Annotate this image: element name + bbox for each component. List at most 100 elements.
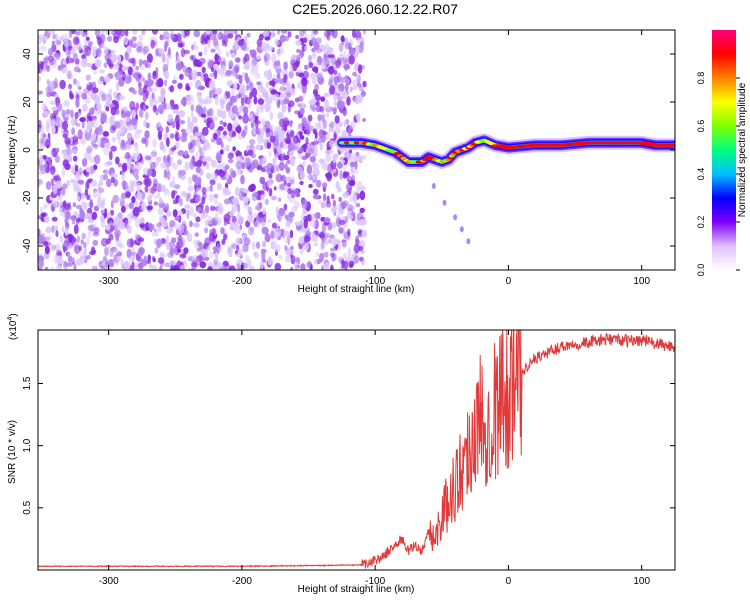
noise-speckle — [153, 228, 157, 233]
noise-speckle — [50, 165, 56, 175]
noise-speckle — [230, 100, 234, 106]
noise-speckle — [338, 219, 346, 226]
noise-speckle — [51, 40, 55, 45]
noise-speckle — [303, 64, 309, 71]
noise-speckle — [243, 237, 251, 246]
noise-speckle — [235, 237, 241, 246]
noise-speckle — [89, 199, 93, 209]
noise-speckle — [303, 143, 308, 150]
noise-speckle — [266, 43, 270, 49]
noise-speckle — [66, 70, 72, 80]
noise-speckle — [278, 78, 285, 84]
noise-speckle — [68, 152, 72, 158]
noise-speckle — [59, 234, 64, 243]
noise-speckle — [259, 176, 266, 185]
noise-speckle — [314, 83, 320, 91]
noise-speckle — [319, 143, 323, 151]
noise-speckle — [328, 123, 333, 128]
noise-speckle — [259, 261, 264, 269]
noise-speckle — [147, 168, 152, 177]
noise-speckle — [223, 198, 231, 205]
noise-speckle — [331, 236, 338, 247]
noise-speckle — [59, 199, 63, 207]
noise-speckle — [270, 230, 275, 240]
noise-speckle — [68, 30, 73, 39]
noise-speckle — [168, 241, 176, 248]
noise-speckle — [227, 152, 234, 160]
noise-speckle — [127, 66, 133, 76]
noise-speckle — [162, 253, 167, 259]
noise-speckle — [217, 126, 224, 131]
noise-speckle — [131, 36, 137, 42]
noise-speckle — [267, 45, 274, 52]
noise-speckle — [66, 179, 70, 187]
noise-speckle — [61, 33, 69, 42]
noise-speckle — [238, 74, 243, 85]
noise-speckle — [227, 122, 233, 132]
noise-speckle — [177, 150, 185, 157]
noise-speckle — [118, 196, 123, 202]
noise-speckle — [177, 42, 184, 48]
noise-speckle — [322, 193, 327, 202]
noise-speckle — [195, 216, 201, 223]
noise-speckle — [271, 222, 277, 229]
noise-speckle — [301, 117, 307, 127]
noise-speckle — [362, 80, 367, 88]
noise-speckle — [213, 69, 218, 80]
noise-speckle — [264, 198, 269, 206]
noise-speckle — [157, 130, 163, 141]
noise-speckle — [152, 257, 156, 263]
x-tick-label: -100 — [365, 276, 385, 287]
noise-speckle — [179, 73, 184, 80]
noise-speckle — [138, 248, 144, 257]
noise-speckle — [272, 93, 280, 102]
noise-speckle — [128, 39, 133, 47]
noise-speckle — [184, 69, 192, 77]
noise-speckle — [222, 187, 230, 194]
noise-speckle — [44, 138, 51, 149]
noise-speckle — [135, 102, 140, 110]
noise-speckle — [79, 192, 87, 200]
noise-speckle — [43, 36, 48, 41]
noise-speckle — [50, 119, 56, 127]
noise-speckle — [150, 187, 156, 194]
noise-speckle — [167, 251, 174, 259]
noise-speckle — [126, 132, 132, 139]
noise-speckle — [41, 124, 45, 134]
noise-speckle — [108, 88, 113, 95]
noise-speckle — [363, 30, 366, 35]
noise-speckle — [77, 129, 83, 140]
noise-speckle — [87, 40, 93, 47]
noise-speckle — [195, 160, 202, 168]
noise-speckle — [104, 114, 108, 124]
noise-speckle — [99, 69, 105, 74]
noise-speckle — [355, 151, 360, 157]
noise-speckle — [291, 205, 298, 213]
noise-speckle — [256, 202, 262, 212]
noise-speckle — [291, 145, 298, 151]
noise-speckle — [92, 239, 99, 246]
noise-speckle — [357, 229, 363, 234]
noise-speckle — [258, 33, 264, 41]
noise-speckle — [289, 130, 295, 138]
noise-speckle — [190, 110, 194, 119]
noise-speckle — [169, 33, 175, 40]
noise-speckle — [144, 111, 149, 120]
noise-speckle — [55, 180, 62, 190]
noise-speckle — [100, 129, 104, 135]
noise-speckle — [224, 264, 231, 270]
noise-speckle — [70, 178, 74, 184]
noise-speckle — [277, 112, 284, 120]
noise-speckle — [359, 41, 364, 48]
noise-speckle — [131, 109, 136, 119]
noise-speckle — [218, 169, 226, 178]
noise-speckle — [308, 54, 312, 62]
noise-speckle — [329, 85, 336, 95]
noise-speckle — [314, 234, 318, 242]
noise-speckle — [86, 145, 93, 154]
noise-speckle — [72, 220, 76, 225]
noise-speckle — [279, 93, 285, 99]
noise-speckle — [51, 225, 55, 234]
noise-speckle — [220, 227, 225, 235]
noise-speckle — [264, 102, 271, 113]
